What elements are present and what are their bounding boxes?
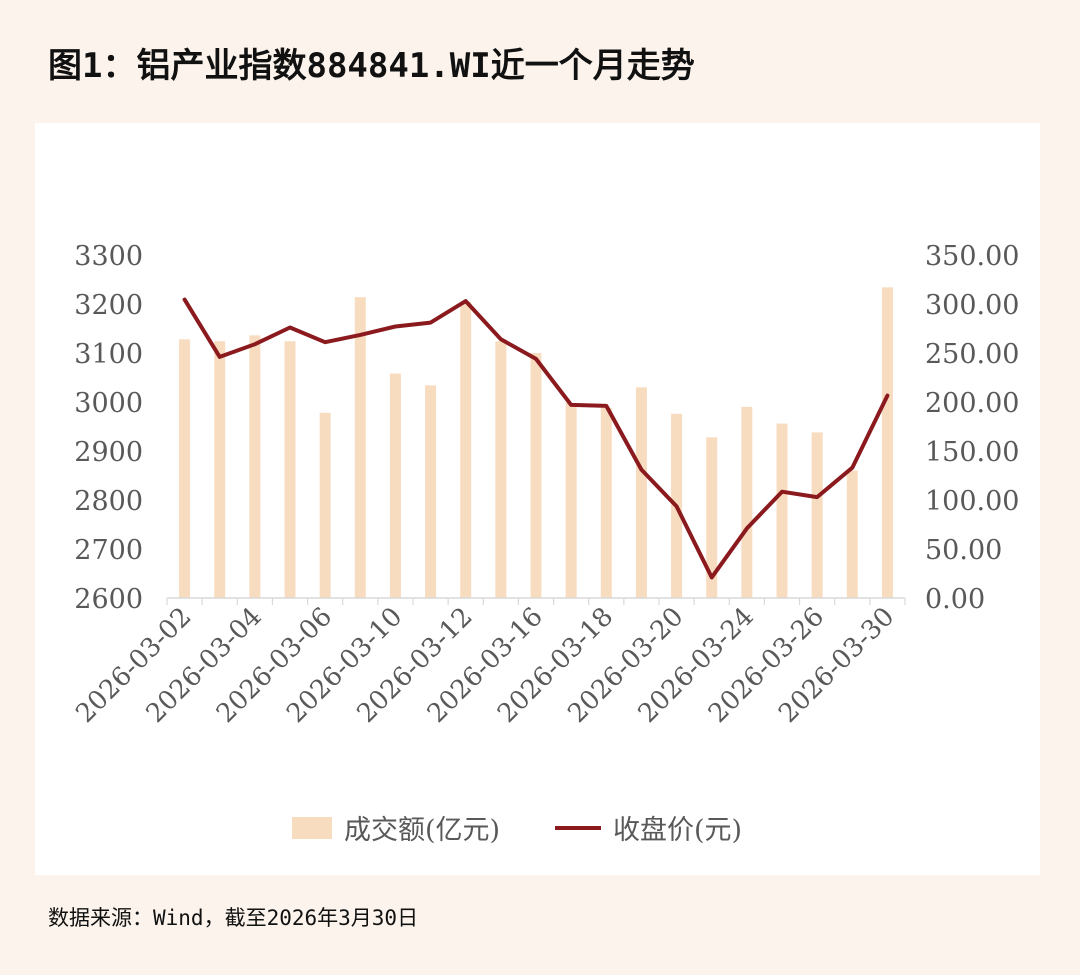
bar-2026-03-10 xyxy=(389,373,401,598)
y-left-tick-label: 3200 xyxy=(74,290,143,321)
legend-bar-label: 成交额(亿元) xyxy=(344,815,500,846)
y-left-tick-label: 2600 xyxy=(74,584,143,615)
bar-2026-03-03 xyxy=(214,341,226,598)
y-right-tick-label: 100.00 xyxy=(925,486,1019,517)
y-right-tick-label: 0.00 xyxy=(925,584,985,615)
bar-2026-03-23 xyxy=(706,437,718,598)
data-source-note: 数据来源：Wind，截至2026年3月30日 xyxy=(48,906,419,930)
y-left-tick-label: 2700 xyxy=(74,535,143,566)
bar-2026-03-09 xyxy=(354,297,366,598)
y-left-tick-label: 3100 xyxy=(74,339,143,370)
bar-2026-03-19 xyxy=(635,387,647,598)
chart-title: 图1：铝产业指数884841.WI近一个月走势 xyxy=(48,46,695,86)
bar-2026-03-18 xyxy=(600,407,612,598)
bar-2026-03-13 xyxy=(495,341,507,598)
bar-2026-03-25 xyxy=(776,423,788,598)
y-right-tick-label: 250.00 xyxy=(925,339,1019,370)
bar-2026-03-24 xyxy=(741,406,753,598)
bar-2026-03-16 xyxy=(530,353,542,598)
bar-2026-03-17 xyxy=(565,402,577,598)
legend-bar-swatch xyxy=(292,817,332,839)
y-right-tick-label: 200.00 xyxy=(925,388,1019,419)
y-right-tick-label: 150.00 xyxy=(925,437,1019,468)
y-right-tick-label: 50.00 xyxy=(925,535,1002,566)
y-left-tick-label: 2900 xyxy=(74,437,143,468)
bar-2026-03-30 xyxy=(881,287,893,598)
bar-2026-03-04 xyxy=(249,335,261,598)
bar-2026-03-27 xyxy=(846,470,858,598)
bar-2026-03-11 xyxy=(425,385,437,598)
chart-canvas: 3300 3200 3100 3000 2900 2800 2700 2600 350.00 30… xyxy=(70,241,1019,846)
y-right-tick-label: 300.00 xyxy=(925,290,1019,321)
bar-2026-03-05 xyxy=(284,341,296,598)
y-left-tick-label: 3300 xyxy=(74,241,143,272)
legend-line-label: 收盘价(元) xyxy=(613,815,742,846)
bar-2026-03-26 xyxy=(811,432,823,598)
y-right-tick-label: 350.00 xyxy=(925,241,1019,272)
bar-2026-03-06 xyxy=(319,412,331,598)
chart-panel: 3300 3200 3100 3000 2900 2800 2700 2600 350.00 30… xyxy=(35,123,1040,875)
bar-2026-03-02 xyxy=(179,339,191,598)
y-left-tick-label: 2800 xyxy=(74,486,143,517)
y-left-tick-label: 3000 xyxy=(74,388,143,419)
bar-2026-03-12 xyxy=(460,302,472,598)
